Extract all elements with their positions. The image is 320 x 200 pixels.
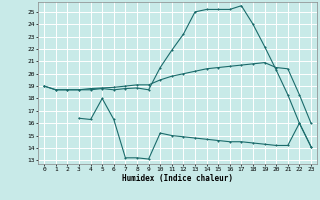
X-axis label: Humidex (Indice chaleur): Humidex (Indice chaleur) xyxy=(122,174,233,183)
